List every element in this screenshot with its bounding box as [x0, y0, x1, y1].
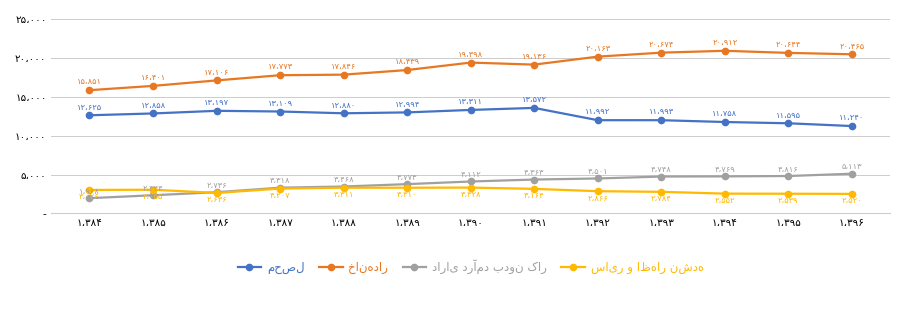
Text: ۱۲،۸۵۸: ۱۲،۸۵۸: [140, 101, 166, 110]
Text: ۳،۳۱۰: ۳،۳۱۰: [397, 190, 417, 199]
Text: ۲،۷۸۴: ۲،۷۸۴: [651, 194, 672, 203]
Text: ۲،۵۲۰: ۲،۵۲۰: [842, 196, 862, 205]
Text: ۵،۱۱۳: ۵،۱۱۳: [842, 162, 862, 171]
Text: ۱۷،۸۴۶: ۱۷،۸۴۶: [331, 62, 357, 71]
Text: ۱۳،۱۹۷: ۱۳،۱۹۷: [204, 98, 229, 107]
Text: ۳،۳۲۸: ۳،۳۲۸: [461, 190, 481, 199]
Text: ۱۱،۹۹۳: ۱۱،۹۹۳: [649, 108, 674, 117]
Text: ۲،۶۳۶: ۲،۶۳۶: [206, 196, 227, 205]
Text: ۲،۵۳۹: ۲،۵۳۹: [778, 196, 798, 205]
Text: ۱۱،۵۹۵: ۱۱،۵۹۵: [776, 111, 801, 119]
Text: ۳،۰۲۶: ۳،۰۲۶: [79, 192, 100, 202]
Text: ۱۹،۱۳۶: ۱۹،۱۳۶: [521, 52, 547, 61]
Text: ۱۱،۹۹۲: ۱۱،۹۹۲: [586, 108, 610, 117]
Text: ۱۹،۳۹۸: ۱۹،۳۹۸: [458, 50, 483, 59]
Text: ۴،۱۱۲: ۴،۱۱۲: [461, 170, 481, 179]
Text: ۲۰،۹۱۲: ۲۰،۹۱۲: [712, 38, 738, 47]
Text: ۳،۴۶۸: ۳،۴۶۸: [333, 175, 354, 184]
Text: ۱۲،۸۸۰: ۱۲،۸۸۰: [331, 101, 357, 110]
Text: ۳،۳۱۱: ۳،۳۱۱: [333, 190, 354, 199]
Text: ۱۱،۲۴۰: ۱۱،۲۴۰: [839, 113, 864, 122]
Text: ۱۲،۶۲۵: ۱۲،۶۲۵: [77, 103, 102, 112]
Text: ۱۱،۷۵۸: ۱۱،۷۵۸: [712, 109, 738, 118]
Text: ۱۳،۳۱۱: ۱۳،۳۱۱: [458, 97, 483, 106]
Text: ۲،۵۵۲: ۲،۵۵۲: [715, 196, 735, 205]
Text: ۲۰،۶۷۴: ۲۰،۶۷۴: [649, 40, 674, 49]
Text: ۱۷،۱۰۶: ۱۷،۱۰۶: [204, 68, 229, 77]
Text: ۳،۲۰۷: ۳،۲۰۷: [270, 191, 291, 200]
Text: ۳،۱۶۴: ۳،۱۶۴: [524, 191, 545, 200]
Text: ۳،۰۵۵: ۳،۰۵۵: [143, 192, 163, 201]
Text: ۱،۹۶۸: ۱،۹۶۸: [79, 187, 100, 196]
Text: ۱۸،۴۳۹: ۱۸،۴۳۹: [395, 57, 420, 66]
Legend: محصل, خانه‌دار, دارای درآمد بدون کار, سایر و اظهار نشده: محصل, خانه‌دار, دارای درآمد بدون کار, سا…: [233, 255, 709, 279]
Text: ۴،۷۴۸: ۴،۷۴۸: [651, 165, 672, 174]
Text: ۱۵،۸۵۱: ۱۵،۸۵۱: [77, 77, 102, 86]
Text: ۲،۷۳۶: ۲،۷۳۶: [206, 181, 227, 190]
Text: ۱۷،۷۷۳: ۱۷،۷۷۳: [268, 63, 292, 71]
Text: ۲،۸۶۶: ۲،۸۶۶: [587, 194, 608, 203]
Text: ۲۰،۱۶۳: ۲۰،۱۶۳: [586, 44, 610, 53]
Text: ۲،۳۴۴: ۲،۳۴۴: [143, 184, 163, 193]
Text: ۴،۸۱۶: ۴،۸۱۶: [778, 165, 799, 173]
Text: ۱۳،۱۰۹: ۱۳،۱۰۹: [268, 99, 292, 108]
Text: ۳،۳۱۸: ۳،۳۱۸: [270, 176, 291, 185]
Text: ۴،۳۶۳: ۴،۳۶۳: [524, 168, 545, 177]
Text: ۱۲،۹۹۴: ۱۲،۹۹۴: [395, 100, 420, 109]
Text: ۳،۷۷۳: ۳،۷۷۳: [397, 173, 417, 182]
Text: ۲۰،۶۴۴: ۲۰،۶۴۴: [776, 40, 801, 49]
Text: ۴،۵۰۱: ۴،۵۰۱: [587, 167, 608, 176]
Text: ۱۶،۴۰۱: ۱۶،۴۰۱: [140, 73, 166, 82]
Text: ۴،۷۶۹: ۴،۷۶۹: [714, 165, 735, 174]
Text: ۲۰،۴۶۵: ۲۰،۴۶۵: [839, 42, 864, 51]
Text: ۱۳،۵۷۲: ۱۳،۵۷۲: [521, 95, 547, 104]
